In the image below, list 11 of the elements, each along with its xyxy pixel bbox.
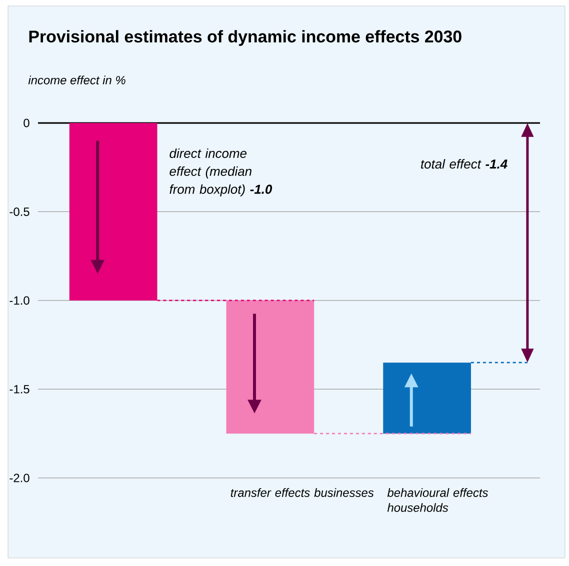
- y-tick-label: 0: [24, 118, 30, 128]
- y-tick-label: -0.5: [10, 208, 30, 216]
- y-tick-label: -1.0: [10, 296, 30, 305]
- chart-title: Provisional estimates of dynamic income effects 2030: [29, 30, 462, 46]
- x-tick-label: transfer effects businesses: [230, 488, 374, 497]
- annotation: total effect -1.4: [421, 159, 508, 169]
- y-tick-label: -1.5: [10, 385, 30, 394]
- y-axis-title: income effect in %: [28, 76, 126, 84]
- x-tick-label: behavioural effects households: [387, 488, 488, 512]
- annotation: direct income effect (median from boxplot) -1.0: [170, 148, 272, 196]
- y-tick-label: -2.0: [10, 474, 30, 482]
